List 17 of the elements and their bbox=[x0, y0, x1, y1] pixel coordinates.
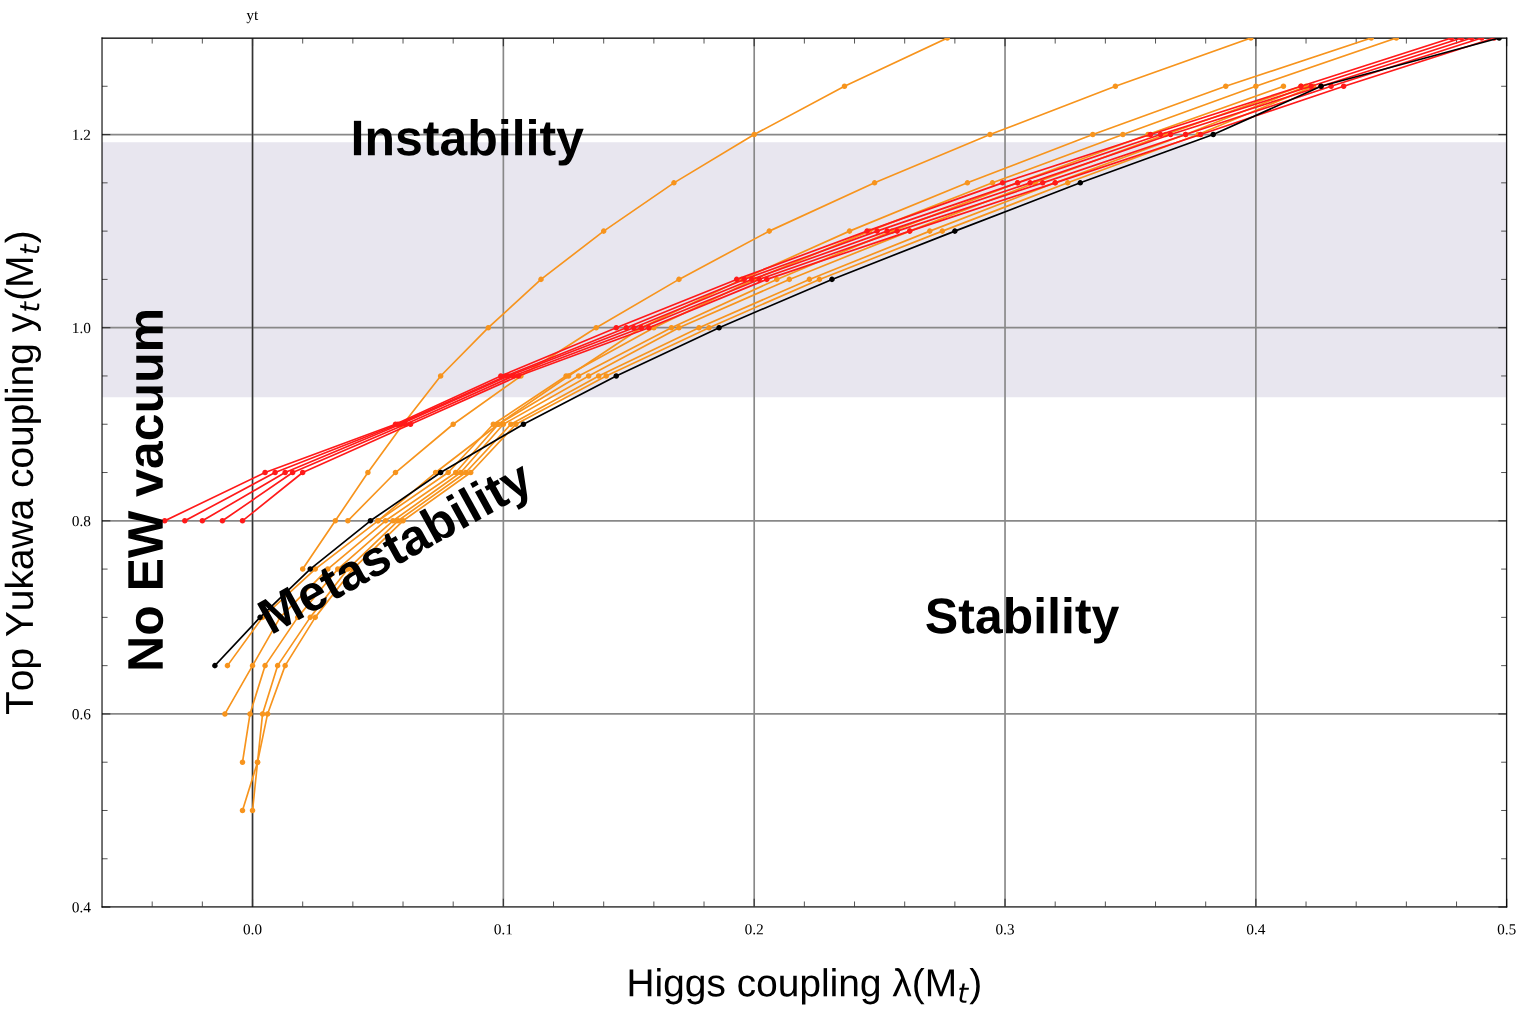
y-tick-label: 1.2 bbox=[73, 129, 91, 141]
y-tick-label: 1.0 bbox=[73, 322, 91, 334]
x-axis-title: Higgs coupling λ(M$_{t}$) bbox=[629, 968, 980, 1005]
annotation: Stability bbox=[926, 596, 1120, 644]
annotation: No EW vacuum bbox=[128, 311, 164, 669]
y-tick-label: 0.6 bbox=[72, 709, 91, 720]
y-tick-label: 0.4 bbox=[72, 902, 91, 913]
x-tick-label: 0.5 bbox=[1497, 924, 1516, 935]
x-tick-label: 0.3 bbox=[996, 924, 1014, 935]
y-tick-label: 0.8 bbox=[72, 515, 91, 527]
x-tick-label: 0.4 bbox=[1246, 924, 1266, 935]
y-axis-title: Top Yukawa coupling y$_{t}$(M$_{t}$) bbox=[4, 232, 41, 715]
x-tick-label: 0.1 bbox=[494, 924, 512, 935]
text: yt bbox=[246, 11, 259, 24]
annotation: Instability bbox=[353, 118, 584, 166]
x-tick-label: 0.0 bbox=[243, 924, 262, 935]
x-tick-label: 0.2 bbox=[745, 924, 763, 935]
